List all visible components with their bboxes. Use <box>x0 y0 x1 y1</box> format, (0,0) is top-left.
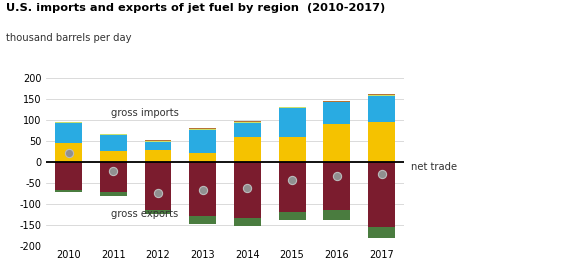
Text: gross exports: gross exports <box>111 209 178 219</box>
Bar <box>55 123 82 143</box>
Point <box>108 169 118 173</box>
Bar <box>323 101 350 102</box>
Bar <box>323 124 350 162</box>
Bar <box>189 162 216 216</box>
Bar <box>100 151 126 162</box>
Text: net trade: net trade <box>411 162 457 172</box>
Point <box>332 173 342 178</box>
Bar <box>55 122 82 123</box>
Bar <box>234 122 261 123</box>
Bar <box>144 140 171 141</box>
Bar <box>189 216 216 224</box>
Bar <box>234 121 261 122</box>
Point <box>64 151 73 156</box>
Bar <box>279 137 305 162</box>
Bar <box>55 162 82 190</box>
Text: U.S. imports and exports of jet fuel by region  (2010-2017): U.S. imports and exports of jet fuel by … <box>6 3 385 13</box>
Bar <box>323 102 350 124</box>
Bar <box>144 142 171 150</box>
Bar <box>368 122 395 162</box>
Bar <box>144 210 171 214</box>
Bar <box>279 212 305 220</box>
Bar <box>234 123 261 137</box>
Text: thousand barrels per day: thousand barrels per day <box>6 33 132 44</box>
Bar <box>279 108 305 137</box>
Bar <box>368 227 395 238</box>
Bar <box>100 135 126 151</box>
Point <box>198 188 207 193</box>
Bar <box>234 218 261 226</box>
Bar <box>368 95 395 96</box>
Bar <box>100 192 126 196</box>
Bar <box>368 96 395 122</box>
Point <box>243 186 252 190</box>
Bar <box>144 150 171 162</box>
Bar <box>368 162 395 227</box>
Bar <box>144 141 171 142</box>
Bar <box>279 107 305 108</box>
Bar <box>189 128 216 129</box>
Bar <box>368 94 395 95</box>
Bar <box>100 134 126 135</box>
Bar <box>55 190 82 193</box>
Bar <box>323 210 350 220</box>
Bar <box>144 162 171 210</box>
Bar <box>323 162 350 210</box>
Point <box>377 172 386 177</box>
Bar <box>100 162 126 192</box>
Bar <box>234 137 261 162</box>
Text: gross imports: gross imports <box>111 108 178 118</box>
Bar <box>189 129 216 153</box>
Bar <box>189 153 216 162</box>
Point <box>153 191 163 195</box>
Bar <box>55 143 82 162</box>
Point <box>287 178 297 182</box>
Bar <box>279 162 305 212</box>
Bar <box>234 162 261 218</box>
